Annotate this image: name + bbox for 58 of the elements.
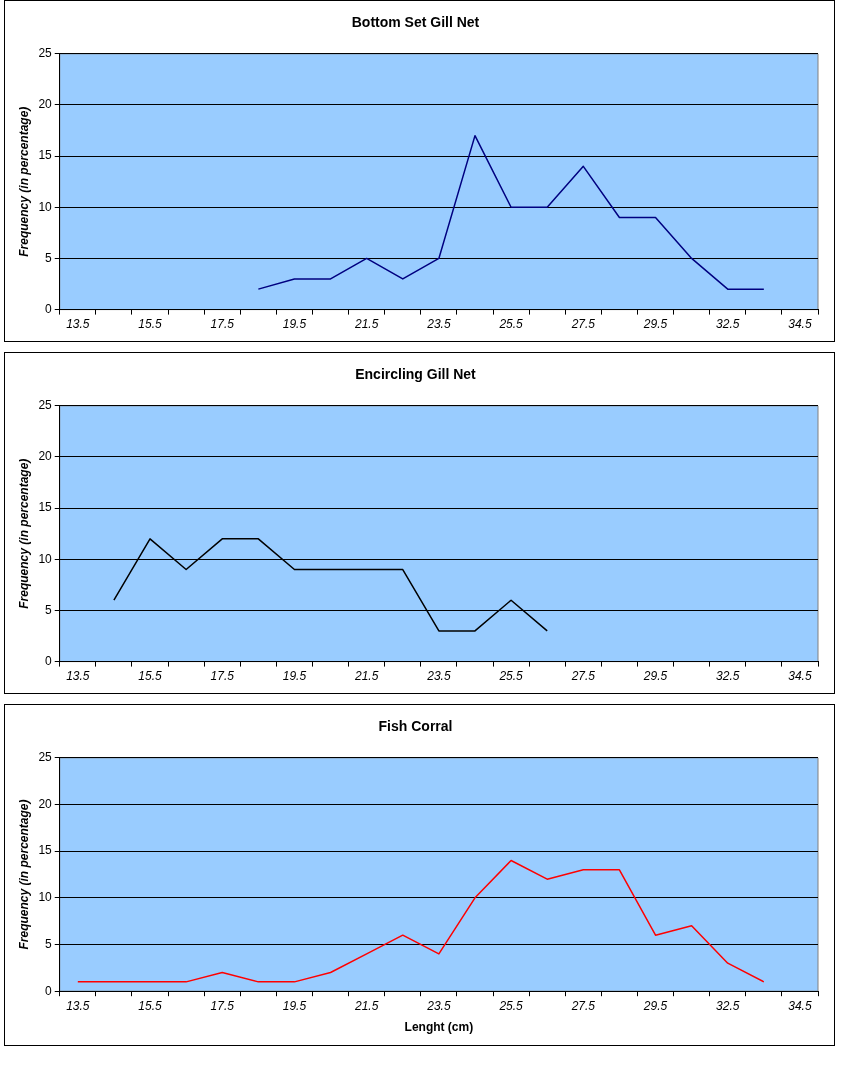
x-tick-label: 19.5 (282, 998, 307, 1013)
chart-title: Encircling Gill Net (355, 366, 477, 383)
y-tick-label: 10 (38, 551, 53, 566)
x-axis-title: Lenght (cm) (404, 1020, 474, 1035)
chart-title: Fish Corral (378, 718, 453, 735)
x-tick-label: 13.5 (66, 669, 90, 684)
x-tick-label: 34.5 (788, 317, 812, 332)
x-tick-label: 21.5 (353, 998, 379, 1013)
x-tick-label: 17.5 (210, 669, 235, 684)
x-tick-label: 13.5 (66, 998, 90, 1013)
y-tick-label: 5 (45, 602, 53, 617)
x-tick-label: 32.5 (716, 998, 740, 1013)
y-axis-title: Frequency (in percentage) (16, 458, 31, 609)
x-tick-label: 23.5 (426, 317, 451, 332)
x-tick-label: 34.5 (788, 669, 812, 684)
y-tick-label: 25 (38, 46, 53, 61)
y-tick-label: 5 (45, 936, 53, 951)
y-tick-label: 5 (45, 250, 53, 265)
chart-title: Bottom Set Gill Net (351, 14, 480, 31)
y-tick-label: 15 (38, 843, 53, 858)
x-tick-label: 29.5 (642, 669, 668, 684)
x-tick-label: 27.5 (570, 317, 596, 332)
y-tick-label: 20 (38, 449, 53, 464)
x-tick-label: 29.5 (642, 317, 668, 332)
x-tick-label: 32.5 (716, 669, 740, 684)
x-tick-label: 25.5 (498, 669, 524, 684)
x-tick-label: 23.5 (426, 669, 451, 684)
x-tick-label: 21.5 (353, 669, 379, 684)
x-tick-label: 29.5 (642, 998, 668, 1013)
x-tick-label: 32.5 (716, 317, 740, 332)
y-axis-title: Frequency (in percentage) (16, 799, 31, 950)
x-tick-label: 27.5 (570, 669, 596, 684)
y-tick-label: 10 (38, 890, 53, 905)
x-tick-label: 34.5 (788, 998, 812, 1013)
y-tick-label: 0 (45, 301, 53, 316)
x-tick-label: 21.5 (353, 317, 379, 332)
y-tick-label: 15 (38, 500, 53, 515)
y-tick-label: 10 (38, 199, 53, 214)
x-tick-label: 25.5 (498, 317, 524, 332)
x-tick-label: 19.5 (282, 317, 307, 332)
y-tick-label: 0 (45, 983, 53, 998)
x-tick-label: 17.5 (210, 317, 235, 332)
y-tick-label: 25 (38, 750, 53, 765)
x-tick-label: 19.5 (282, 669, 307, 684)
x-tick-label: 23.5 (426, 998, 451, 1013)
x-tick-label: 17.5 (210, 998, 235, 1013)
x-tick-label: 25.5 (498, 998, 524, 1013)
x-tick-label: 27.5 (570, 998, 596, 1013)
y-axis-title: Frequency (in percentage) (16, 106, 31, 257)
y-tick-label: 20 (38, 796, 53, 811)
y-tick-label: 20 (38, 97, 53, 112)
y-tick-label: 0 (45, 653, 53, 668)
x-tick-label: 15.5 (138, 998, 163, 1013)
x-tick-label: 15.5 (138, 669, 163, 684)
y-tick-label: 15 (38, 148, 53, 163)
x-tick-label: 13.5 (66, 317, 90, 332)
y-tick-label: 25 (38, 398, 53, 413)
x-tick-label: 15.5 (138, 317, 163, 332)
